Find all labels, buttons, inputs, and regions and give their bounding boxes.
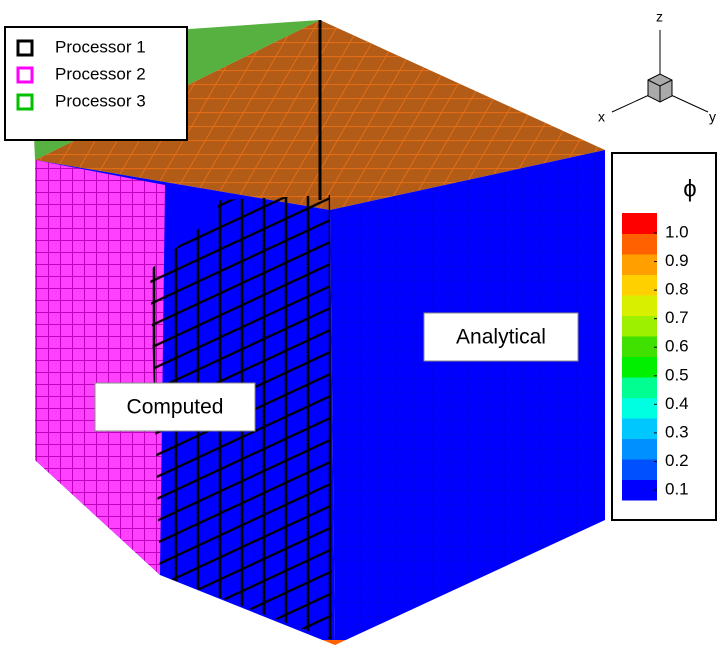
colorbar-tick-label: 0.2 [665,451,689,470]
legend-label: Processor 3 [55,91,146,110]
colorbar-tick-label: 1.0 [665,222,689,241]
axis-label: y [709,109,716,125]
axis-label: z [656,9,663,25]
colorbar-tick-label: 0.1 [665,479,689,498]
colorbar-band [622,439,657,460]
processor2-grid [35,160,165,575]
colorbar-band [622,295,657,316]
colorbar-band [622,234,657,255]
axis-triad: z x y [598,9,716,125]
colorbar: ϕ 1.0 0.9 0.8 0.7 0.6 0.5 0.4 0.3 0.2 0.1 [612,153,716,520]
right-grid [330,150,605,645]
colorbar-tick-label: 0.7 [665,308,689,327]
colorbar-tick-label: 0.5 [665,365,689,384]
colorbar-tick-label: 0.8 [665,280,689,299]
legend-label: Processor 1 [55,37,146,56]
colorbar-tick-label: 0.6 [665,337,689,356]
colorbar-band [622,398,657,419]
colorbar-band [622,459,657,480]
legend: Processor 1 Processor 2 Processor 3 [5,27,187,140]
colorbar-tick-label: 0.3 [665,422,689,441]
legend-label: Processor 2 [55,64,146,83]
annotation: Analytical [456,326,546,349]
figure: Processor 1 Processor 2 Processor 3 Comput… [0,0,717,652]
colorbar-tick-label: 0.4 [665,394,689,413]
annotation: Computed [127,396,224,419]
colorbar-band [622,357,657,378]
colorbar-band [622,254,657,275]
axis-label: x [598,109,605,125]
colorbar-band [622,336,657,357]
colorbar-tick-label: 0.9 [665,251,689,270]
colorbar-band [622,275,657,296]
colorbar-band [622,377,657,398]
colorbar-band [622,480,657,501]
colorbar-band [622,213,657,234]
colorbar-title: ϕ [683,175,696,202]
page: Processor 1 Processor 2 Processor 3 Comput… [0,0,717,652]
colorbar-band [622,316,657,337]
colorbar-band [622,418,657,439]
